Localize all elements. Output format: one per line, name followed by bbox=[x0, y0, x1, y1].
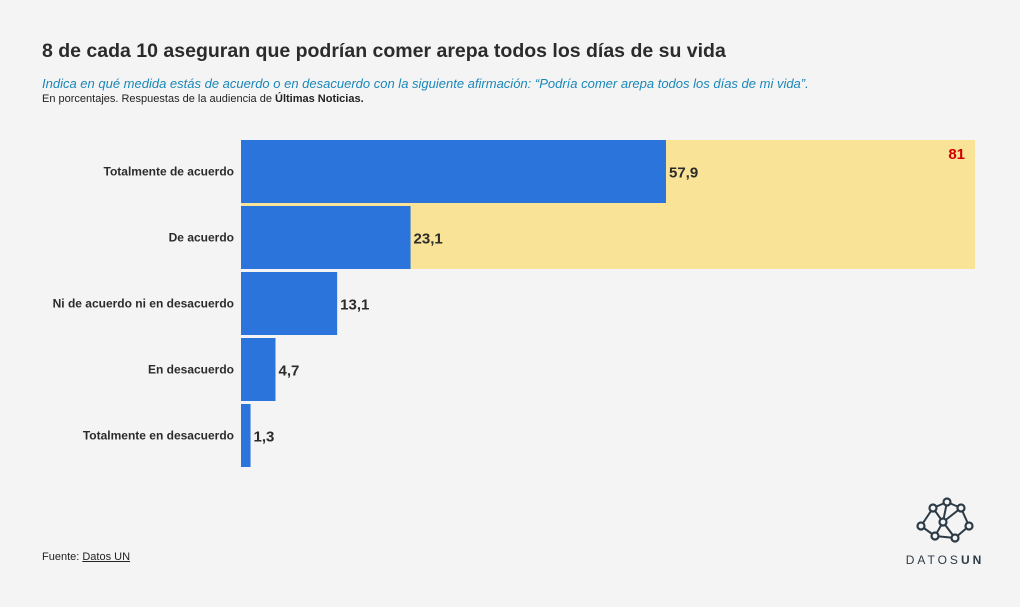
bar-2 bbox=[241, 206, 411, 269]
chart-note: En porcentajes. Respuestas de la audienc… bbox=[42, 93, 364, 105]
chart-title: 8 de cada 10 aseguran que podrían comer … bbox=[42, 40, 726, 62]
value-label: 57,9 bbox=[669, 165, 698, 182]
note-source-name: Últimas Noticias. bbox=[275, 93, 364, 105]
network-nodes-icon bbox=[916, 497, 974, 543]
source-prefix: Fuente: bbox=[42, 551, 83, 563]
category-label: De acuerdo bbox=[169, 231, 234, 245]
value-label: 1,3 bbox=[254, 429, 275, 446]
datos-un-logo: DATOSUN bbox=[900, 496, 990, 567]
category-label: En desacuerdo bbox=[148, 363, 234, 377]
value-label: 13,1 bbox=[340, 297, 369, 314]
chart-subtitle: Indica en qué medida estás de acuerdo o … bbox=[42, 76, 809, 91]
bar-3 bbox=[241, 272, 338, 335]
category-label: Totalmente de acuerdo bbox=[104, 165, 234, 179]
source-link[interactable]: Datos UN bbox=[82, 551, 131, 563]
highlight-total-label: 81 bbox=[948, 146, 965, 163]
category-label: Totalmente en desacuerdo bbox=[83, 429, 234, 443]
bar-5 bbox=[241, 404, 251, 467]
footer-source: Fuente: Datos UN bbox=[42, 551, 130, 563]
bar-4 bbox=[241, 338, 276, 401]
value-label: 4,7 bbox=[278, 363, 299, 380]
logo-text-light: DATOS bbox=[905, 553, 961, 567]
bar-1 bbox=[241, 140, 666, 203]
logo-text-bold: UN bbox=[960, 553, 985, 567]
value-label: 23,1 bbox=[414, 231, 443, 248]
category-label: Ni de acuerdo ni en desacuerdo bbox=[53, 297, 234, 311]
logo-text: DATOSUN bbox=[900, 553, 990, 567]
note-text: En porcentajes. Respuestas de la audienc… bbox=[42, 93, 275, 105]
